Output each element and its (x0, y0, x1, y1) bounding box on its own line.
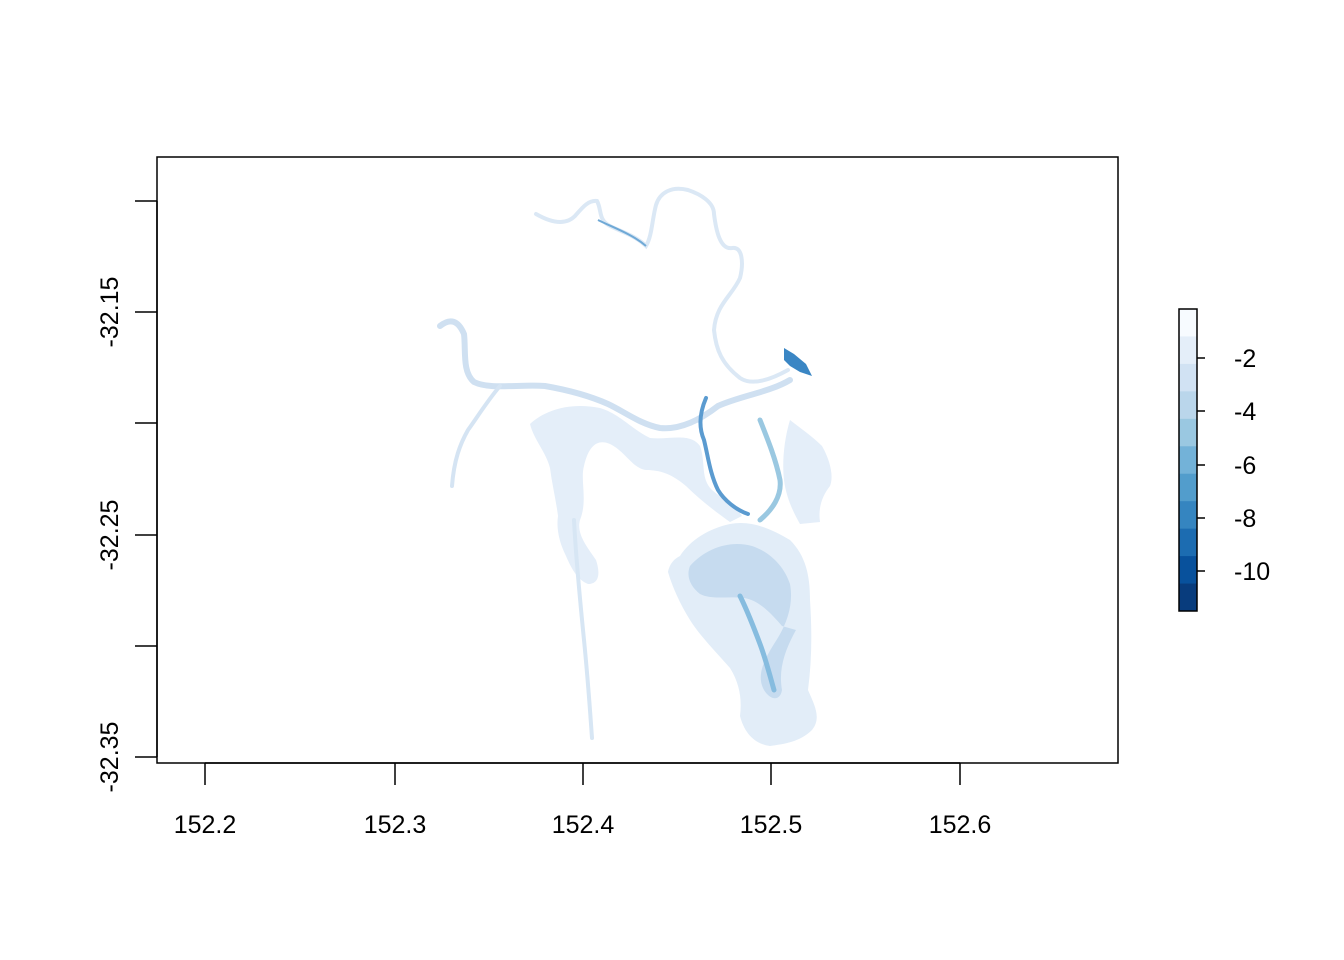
legend-color-swatch (1179, 418, 1197, 447)
water-raster (437, 186, 832, 746)
central-floodplain (530, 405, 742, 584)
legend-color-swatch (1179, 501, 1197, 530)
western-creek (437, 318, 793, 432)
x-tick-label: 152.5 (740, 811, 803, 839)
x-tick-label: 152.3 (364, 811, 427, 839)
y-tick-label: -32.25 (96, 500, 124, 571)
legend-color-swatch (1179, 473, 1197, 502)
legend-color-swatch (1179, 556, 1197, 585)
southern-lake-channel (737, 593, 777, 693)
legend-ticks (1197, 357, 1205, 572)
legend-color-swatch (1179, 583, 1197, 612)
legend-color-swatch (1179, 336, 1197, 365)
y-tick-label: -32.15 (96, 277, 124, 348)
legend-label: -4 (1234, 398, 1256, 426)
legend-label: -10 (1234, 558, 1270, 586)
legend-color-swatch (1179, 363, 1197, 392)
east-marsh (783, 420, 832, 524)
legend-color-swatch (1179, 309, 1197, 337)
eastern-channel (698, 396, 750, 516)
southern-lake-core (688, 544, 796, 699)
legend-label: -6 (1234, 452, 1256, 480)
river-mouth (784, 348, 812, 376)
x-tick-label: 152.4 (552, 811, 615, 839)
legend-color-bar (1179, 309, 1197, 612)
western-creek-south (450, 384, 502, 488)
color-legend: -2 -4 -6 -8 -10 (1178, 308, 1270, 612)
legend-color-swatch (1179, 446, 1197, 475)
y-tick-label: -32.35 (96, 722, 124, 793)
eastern-branch (757, 417, 783, 523)
northern-river-deep (597, 219, 647, 247)
legend-label: -8 (1234, 505, 1256, 533)
legend-color-swatch (1179, 528, 1197, 557)
legend-frame (1178, 308, 1198, 612)
south-west-channel (572, 518, 594, 740)
northern-river (534, 186, 790, 384)
x-tick-label: 152.2 (174, 811, 237, 839)
x-tick-label: 152.6 (929, 811, 992, 839)
legend-label: -2 (1234, 345, 1256, 373)
x-axis: 152.2 152.3 152.4 152.5 152.6 (174, 762, 992, 839)
y-axis: -32.15 -32.25 -32.35 (96, 200, 158, 793)
legend-color-swatch (1179, 391, 1197, 420)
